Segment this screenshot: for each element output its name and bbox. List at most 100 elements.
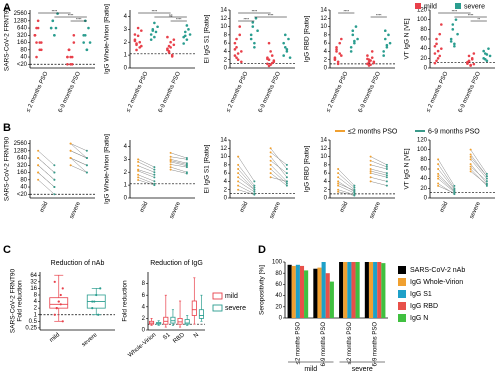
x-tick-label: ≤2 months PSO bbox=[295, 322, 301, 365]
paired-line bbox=[338, 189, 355, 195]
y-tick-label: 1 bbox=[124, 183, 128, 189]
paired-line bbox=[170, 160, 187, 165]
y-tick-label: 14 bbox=[220, 138, 227, 144]
paired-line bbox=[338, 191, 355, 196]
bar bbox=[329, 281, 334, 318]
data-point bbox=[337, 182, 340, 185]
data-point bbox=[436, 57, 440, 60]
bar bbox=[299, 265, 305, 318]
group-label: mild bbox=[304, 366, 317, 373]
paired-line bbox=[470, 154, 488, 177]
y-tick-label: 80 bbox=[275, 271, 282, 277]
x-tick-label: mild bbox=[39, 201, 49, 214]
data-point bbox=[387, 33, 390, 37]
paired-line bbox=[470, 159, 488, 179]
data-point bbox=[66, 62, 69, 66]
data-point bbox=[57, 300, 60, 303]
y-tick-label: 4 bbox=[324, 49, 328, 55]
paired-line bbox=[70, 150, 87, 159]
data-point bbox=[69, 55, 72, 59]
data-point bbox=[61, 287, 64, 290]
paired-line bbox=[337, 172, 355, 188]
data-point bbox=[153, 184, 156, 187]
panel-label: B bbox=[3, 122, 11, 134]
y-tick-label: 0 bbox=[324, 196, 328, 202]
data-point bbox=[451, 23, 455, 26]
data-point bbox=[353, 186, 356, 189]
data-point bbox=[435, 42, 438, 46]
data-point bbox=[385, 176, 388, 179]
data-point bbox=[137, 164, 140, 167]
y-tick-label: 2 bbox=[324, 57, 328, 63]
data-point bbox=[267, 41, 271, 45]
significance-label: **** bbox=[76, 18, 82, 22]
x-tick-label: 6-9 months PSO bbox=[258, 71, 282, 114]
data-point bbox=[37, 149, 40, 152]
y-axis-label: IgG RBD [Ratio] bbox=[304, 146, 311, 193]
chart-title: Reduction of nAb bbox=[51, 260, 105, 267]
y-tick-label: 0 bbox=[124, 66, 128, 72]
data-point bbox=[167, 44, 171, 48]
data-point bbox=[435, 37, 438, 41]
data-point bbox=[153, 171, 156, 174]
paired-line bbox=[170, 169, 187, 174]
paired-line bbox=[438, 185, 455, 194]
y-axis-label: VT IgG N [VE] bbox=[404, 148, 411, 189]
paired-line bbox=[170, 161, 187, 167]
data-point bbox=[253, 41, 256, 45]
legend-swatch bbox=[398, 302, 406, 310]
y-tick-label: 6 bbox=[224, 41, 228, 47]
legend-label: mild bbox=[424, 3, 437, 10]
paired-line bbox=[237, 164, 255, 186]
data-point bbox=[69, 149, 72, 152]
legend-label: IgG RBD bbox=[410, 303, 438, 310]
paired-line bbox=[138, 174, 155, 182]
paired-line bbox=[437, 173, 455, 191]
y-tick-label: 8 bbox=[324, 32, 328, 38]
paired-line bbox=[437, 164, 455, 189]
data-point bbox=[240, 50, 243, 53]
significance-label: **** bbox=[252, 10, 258, 14]
data-point bbox=[53, 33, 56, 37]
paired-line bbox=[337, 168, 355, 186]
x-tick-label: severe bbox=[169, 200, 182, 219]
bar bbox=[351, 262, 356, 318]
paired-line bbox=[270, 152, 288, 166]
data-point bbox=[153, 176, 156, 179]
data-point bbox=[367, 60, 371, 64]
data-point bbox=[153, 180, 156, 183]
data-point bbox=[91, 300, 94, 303]
data-point bbox=[36, 19, 40, 23]
data-point bbox=[485, 184, 488, 187]
data-point bbox=[169, 163, 172, 166]
data-point bbox=[337, 188, 340, 191]
paired-line bbox=[270, 168, 288, 184]
data-point bbox=[282, 41, 285, 45]
data-point bbox=[453, 44, 456, 48]
y-tick-label: 20 bbox=[420, 56, 427, 62]
data-point bbox=[69, 142, 72, 145]
data-point bbox=[485, 183, 488, 186]
data-point bbox=[437, 177, 440, 180]
y-tick-label: 14 bbox=[320, 138, 327, 144]
y-tick-label: 0 bbox=[324, 66, 328, 72]
data-point bbox=[53, 313, 56, 316]
y-tick-label: 10 bbox=[220, 154, 227, 160]
box bbox=[170, 316, 176, 324]
significance-label: **** bbox=[344, 10, 350, 14]
paired-line bbox=[170, 164, 187, 168]
data-point bbox=[136, 26, 140, 30]
y-axis-label: IgG Whole-Virion [Ratio] bbox=[104, 4, 111, 74]
significance-label: **** bbox=[376, 14, 382, 18]
data-point bbox=[453, 187, 456, 190]
data-point bbox=[388, 41, 392, 45]
data-point bbox=[369, 159, 372, 162]
data-point bbox=[238, 33, 242, 37]
data-point bbox=[337, 176, 340, 179]
legend-label: severe bbox=[464, 3, 485, 10]
data-point bbox=[385, 174, 388, 177]
y-tick-label: 640 bbox=[17, 156, 28, 162]
data-point bbox=[353, 41, 356, 45]
data-point bbox=[153, 21, 156, 25]
